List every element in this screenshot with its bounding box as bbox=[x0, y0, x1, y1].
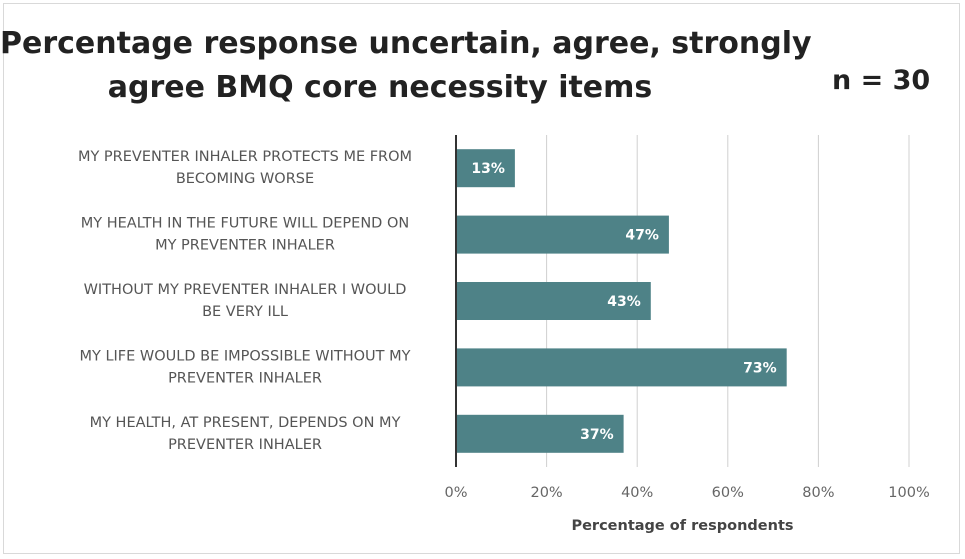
data-label: 43% bbox=[607, 294, 641, 310]
category-label: MY PREVENTER INHALER bbox=[155, 238, 335, 254]
x-tick-label: 80% bbox=[802, 485, 834, 501]
data-label: 37% bbox=[580, 427, 614, 443]
bar bbox=[456, 414, 624, 453]
sample-size-annotation: n = 30 bbox=[832, 65, 931, 96]
x-tick-label: 60% bbox=[712, 485, 744, 501]
bar bbox=[456, 149, 515, 188]
category-label: MY HEALTH IN THE FUTURE WILL DEPEND ON bbox=[81, 216, 409, 232]
bar bbox=[456, 215, 669, 254]
data-label: 47% bbox=[625, 228, 659, 244]
x-tick-label: 100% bbox=[888, 485, 929, 501]
category-label: MY HEALTH, AT PRESENT, DEPENDS ON MY bbox=[90, 415, 401, 431]
data-label: 13% bbox=[471, 161, 505, 177]
category-label: MY LIFE WOULD BE IMPOSSIBLE WITHOUT MY bbox=[79, 348, 410, 364]
category-label: BE VERY ILL bbox=[202, 304, 288, 320]
chart-frame bbox=[3, 3, 960, 554]
chart-title-line-1: Percentage response uncertain, agree, st… bbox=[0, 26, 812, 61]
chart-title-line-2: agree BMQ core necessity items bbox=[107, 70, 653, 105]
category-label: BECOMING WORSE bbox=[176, 171, 314, 187]
bar bbox=[456, 348, 787, 387]
category-label: MY PREVENTER INHALER PROTECTS ME FROM bbox=[78, 149, 412, 165]
x-tick-label: 20% bbox=[530, 485, 562, 501]
category-label: PREVENTER INHALER bbox=[168, 370, 322, 386]
chart-title: Percentage response uncertain, agree, st… bbox=[0, 22, 812, 110]
x-tick-label: 0% bbox=[444, 485, 467, 501]
category-label: PREVENTER INHALER bbox=[168, 437, 322, 453]
bar bbox=[456, 282, 651, 320]
category-label: WITHOUT MY PREVENTER INHALER I WOULD bbox=[84, 282, 407, 298]
data-label: 73% bbox=[743, 360, 777, 376]
x-axis-title: Percentage of respondents bbox=[571, 518, 793, 534]
x-tick-label: 40% bbox=[621, 485, 653, 501]
